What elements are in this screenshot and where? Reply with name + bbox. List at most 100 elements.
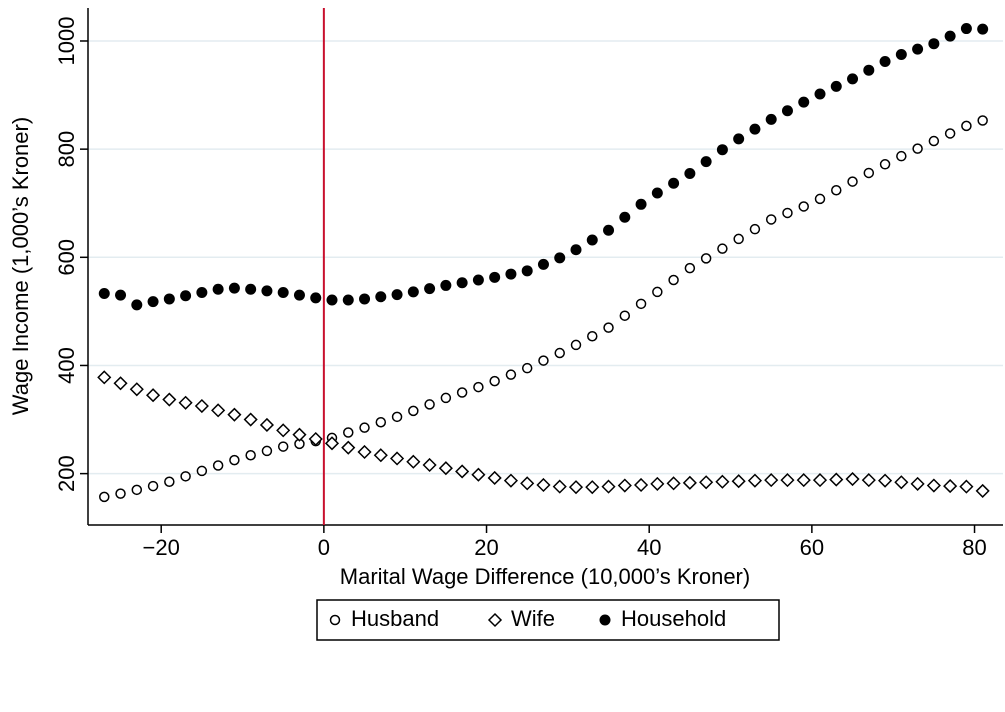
data-point	[503, 473, 518, 488]
data-point	[652, 286, 663, 298]
data-point	[863, 64, 875, 76]
data-point	[424, 399, 435, 410]
data-point	[781, 105, 793, 117]
data-point	[147, 296, 159, 308]
legend-label: Household	[621, 606, 726, 631]
data-point	[473, 381, 484, 393]
data-point	[782, 207, 793, 219]
data-point	[603, 322, 614, 333]
y-axis-title: Wage Income (1,000’s Kroner)	[8, 117, 33, 415]
data-point	[407, 286, 419, 298]
data-point	[896, 150, 907, 162]
data-point	[570, 339, 582, 351]
data-point	[847, 176, 858, 187]
data-point	[715, 474, 730, 489]
y-tick-label: 400	[54, 347, 79, 384]
data-point	[211, 403, 226, 418]
data-point	[619, 310, 631, 321]
data-point	[243, 412, 258, 427]
data-point	[716, 144, 728, 156]
data-point	[308, 431, 323, 447]
data-point	[829, 472, 844, 487]
data-point	[146, 388, 161, 403]
data-point	[456, 277, 468, 289]
data-point	[552, 479, 567, 494]
data-point	[164, 476, 175, 487]
data-point	[424, 283, 436, 295]
data-point	[505, 268, 517, 280]
data-point	[456, 387, 468, 398]
data-point	[634, 477, 649, 493]
data-point	[276, 423, 291, 438]
data-point	[814, 88, 826, 100]
data-point	[472, 274, 484, 286]
data-point	[554, 252, 566, 264]
data-point	[438, 461, 453, 476]
x-tick-label: 80	[962, 535, 986, 560]
data-point	[765, 113, 777, 125]
legend-marker	[599, 614, 611, 626]
data-point	[928, 38, 940, 50]
data-point	[944, 128, 956, 139]
data-point	[749, 223, 761, 235]
data-point	[245, 449, 256, 461]
data-point	[131, 484, 143, 496]
y-tick-label: 800	[54, 131, 79, 168]
data-point	[928, 135, 940, 147]
data-point	[863, 167, 875, 179]
data-point	[733, 133, 745, 145]
data-point	[310, 292, 322, 304]
data-point	[977, 23, 989, 35]
legend-label: Husband	[351, 606, 439, 631]
data-point	[99, 491, 110, 503]
data-point	[650, 476, 665, 491]
data-point	[422, 457, 437, 473]
data-point	[375, 416, 387, 428]
data-point	[960, 23, 972, 35]
x-axis-title: Marital Wage Difference (10,000’s Kroner…	[340, 564, 750, 589]
data-point	[375, 291, 387, 303]
data-point	[700, 156, 712, 168]
data-point	[131, 299, 143, 311]
data-point	[228, 282, 240, 294]
data-point	[455, 464, 470, 479]
data-point	[717, 243, 728, 254]
data-point	[668, 177, 680, 189]
data-point	[912, 43, 924, 55]
data-point	[129, 382, 144, 397]
data-point	[666, 476, 681, 491]
data-point	[113, 376, 128, 391]
data-point	[196, 465, 208, 477]
data-point	[568, 480, 584, 495]
data-point	[147, 480, 159, 492]
data-point	[830, 80, 842, 92]
data-point	[765, 214, 777, 225]
data-point	[878, 473, 893, 488]
data-point	[357, 444, 372, 460]
data-point	[586, 234, 598, 246]
data-point	[668, 274, 679, 286]
data-point	[847, 73, 859, 85]
data-point	[261, 445, 273, 457]
data-point	[259, 417, 274, 433]
data-point	[684, 167, 696, 179]
data-point	[894, 475, 909, 490]
data-point	[277, 286, 289, 298]
data-point	[115, 488, 126, 499]
data-point	[812, 473, 828, 488]
data-point	[682, 475, 697, 490]
data-point	[944, 30, 956, 42]
legend-marker	[487, 612, 503, 628]
data-point	[342, 294, 354, 306]
legend-marker	[329, 614, 341, 626]
data-point	[780, 473, 795, 488]
data-point	[635, 198, 647, 210]
data-point	[373, 448, 388, 463]
data-point	[977, 115, 988, 126]
data-point	[538, 355, 549, 366]
legend-label: Wife	[511, 606, 555, 631]
data-point	[178, 395, 193, 410]
data-point	[587, 331, 598, 342]
data-point	[796, 473, 811, 488]
data-point	[926, 478, 941, 493]
